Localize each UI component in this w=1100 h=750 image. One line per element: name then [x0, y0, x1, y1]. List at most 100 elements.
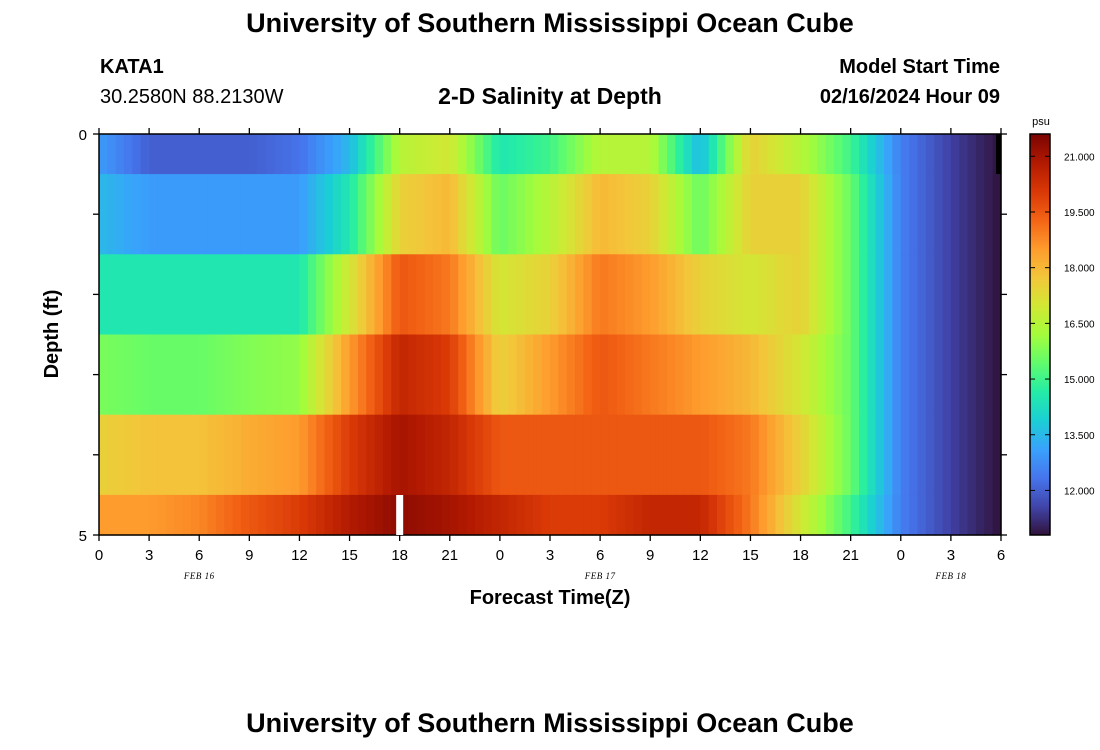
heatmap-cells [99, 134, 1002, 536]
heatmap-cell [374, 134, 384, 175]
heatmap-cell [775, 494, 785, 536]
heatmap-cell [566, 494, 576, 536]
heatmap-cell [900, 414, 910, 496]
heatmap-cell [483, 134, 493, 175]
heatmap-cell [207, 174, 217, 255]
heatmap-cell [600, 494, 610, 536]
heatmap-cell [491, 254, 501, 336]
heatmap-cell [725, 254, 735, 336]
heatmap-cell [224, 174, 234, 255]
heatmap-cell [633, 174, 643, 255]
x-tick-label: 0 [95, 547, 103, 564]
heatmap-cell [783, 134, 793, 175]
heatmap-cell [850, 494, 860, 536]
heatmap-cell [633, 334, 643, 416]
heatmap-cell [382, 334, 392, 416]
colorbar-tick-label: 19.500 [1064, 208, 1095, 219]
heatmap-cell [658, 334, 668, 416]
heatmap-cell [800, 174, 810, 255]
heatmap-cell [558, 494, 568, 536]
heatmap-cell [165, 494, 175, 536]
heatmap-cell [157, 494, 167, 536]
heatmap-cell [107, 134, 117, 175]
heatmap-cell [825, 174, 835, 255]
heatmap-cell [909, 334, 919, 416]
heatmap-cell [650, 254, 660, 336]
heatmap-cell [733, 254, 743, 336]
heatmap-cell [399, 174, 409, 255]
heatmap-cell [658, 254, 668, 336]
heatmap-cell [533, 254, 543, 336]
heatmap-cell [641, 414, 651, 496]
heatmap-cell [875, 134, 885, 175]
heatmap-cell [466, 134, 476, 175]
heatmap-cell [558, 414, 568, 496]
heatmap-cell [399, 414, 409, 496]
heatmap-cell [550, 334, 559, 416]
x-tick-label: 15 [742, 547, 759, 564]
heatmap-cell [750, 334, 760, 416]
heatmap-cell [725, 414, 735, 496]
heatmap-cell [291, 254, 301, 336]
heatmap-cell [474, 134, 484, 175]
heatmap-cell [917, 334, 927, 416]
heatmap-cell [892, 494, 902, 536]
heatmap-cell [800, 134, 810, 175]
heatmap-cell [215, 174, 225, 255]
heatmap-cell [232, 414, 242, 496]
heatmap-cell [215, 494, 225, 536]
heatmap-cell [700, 334, 710, 416]
heatmap-cell [925, 134, 935, 175]
heatmap-cell [742, 494, 752, 536]
heatmap-cell [266, 174, 275, 255]
heatmap-cell [165, 134, 175, 175]
heatmap-cell [433, 494, 443, 536]
heatmap-cell [240, 334, 250, 416]
heatmap-cell [808, 334, 818, 416]
heatmap-cell [767, 134, 777, 175]
heatmap-cell [458, 494, 468, 536]
heatmap-cell [934, 334, 944, 416]
heatmap-cell [675, 414, 685, 496]
heatmap-cell [925, 494, 935, 536]
heatmap-cell [591, 494, 601, 536]
heatmap-cell [683, 494, 693, 536]
heatmap-cell [249, 414, 259, 496]
heatmap-cell [900, 174, 910, 255]
heatmap-cell [650, 174, 660, 255]
heatmap-cell [892, 254, 902, 336]
heatmap-cell [867, 134, 877, 175]
heatmap-cell [132, 414, 142, 496]
heatmap-cell [867, 254, 877, 336]
heatmap-cell [282, 494, 292, 536]
heatmap-cell [274, 134, 284, 175]
heatmap-cell [575, 134, 585, 175]
heatmap-cell [666, 254, 676, 336]
heatmap-cell [666, 334, 676, 416]
heatmap-cell [600, 414, 610, 496]
heatmap-cell [115, 494, 125, 536]
heatmap-cell [516, 334, 526, 416]
heatmap-cell [683, 414, 693, 496]
heatmap-cell [516, 494, 526, 536]
heatmap-cell [165, 174, 175, 255]
heatmap-cell [499, 254, 509, 336]
heatmap-cell [341, 174, 351, 255]
heatmap-cell [341, 414, 351, 496]
heatmap-cell [675, 134, 685, 175]
heatmap-cell [800, 334, 810, 416]
heatmap-cell [867, 334, 877, 416]
heatmap-cell [408, 254, 417, 336]
heatmap-cell [541, 254, 551, 336]
heatmap-cell [449, 254, 459, 336]
heatmap-cell [132, 494, 142, 536]
heatmap-cell [207, 254, 217, 336]
heatmap-cell [99, 134, 108, 175]
heatmap-cell [232, 254, 242, 336]
heatmap-cell [767, 334, 777, 416]
heatmap-cell [458, 334, 468, 416]
heatmap-cell [566, 334, 576, 416]
x-tick-label: 6 [596, 547, 604, 564]
heatmap-cell [717, 334, 726, 416]
heatmap-cell [550, 174, 559, 255]
